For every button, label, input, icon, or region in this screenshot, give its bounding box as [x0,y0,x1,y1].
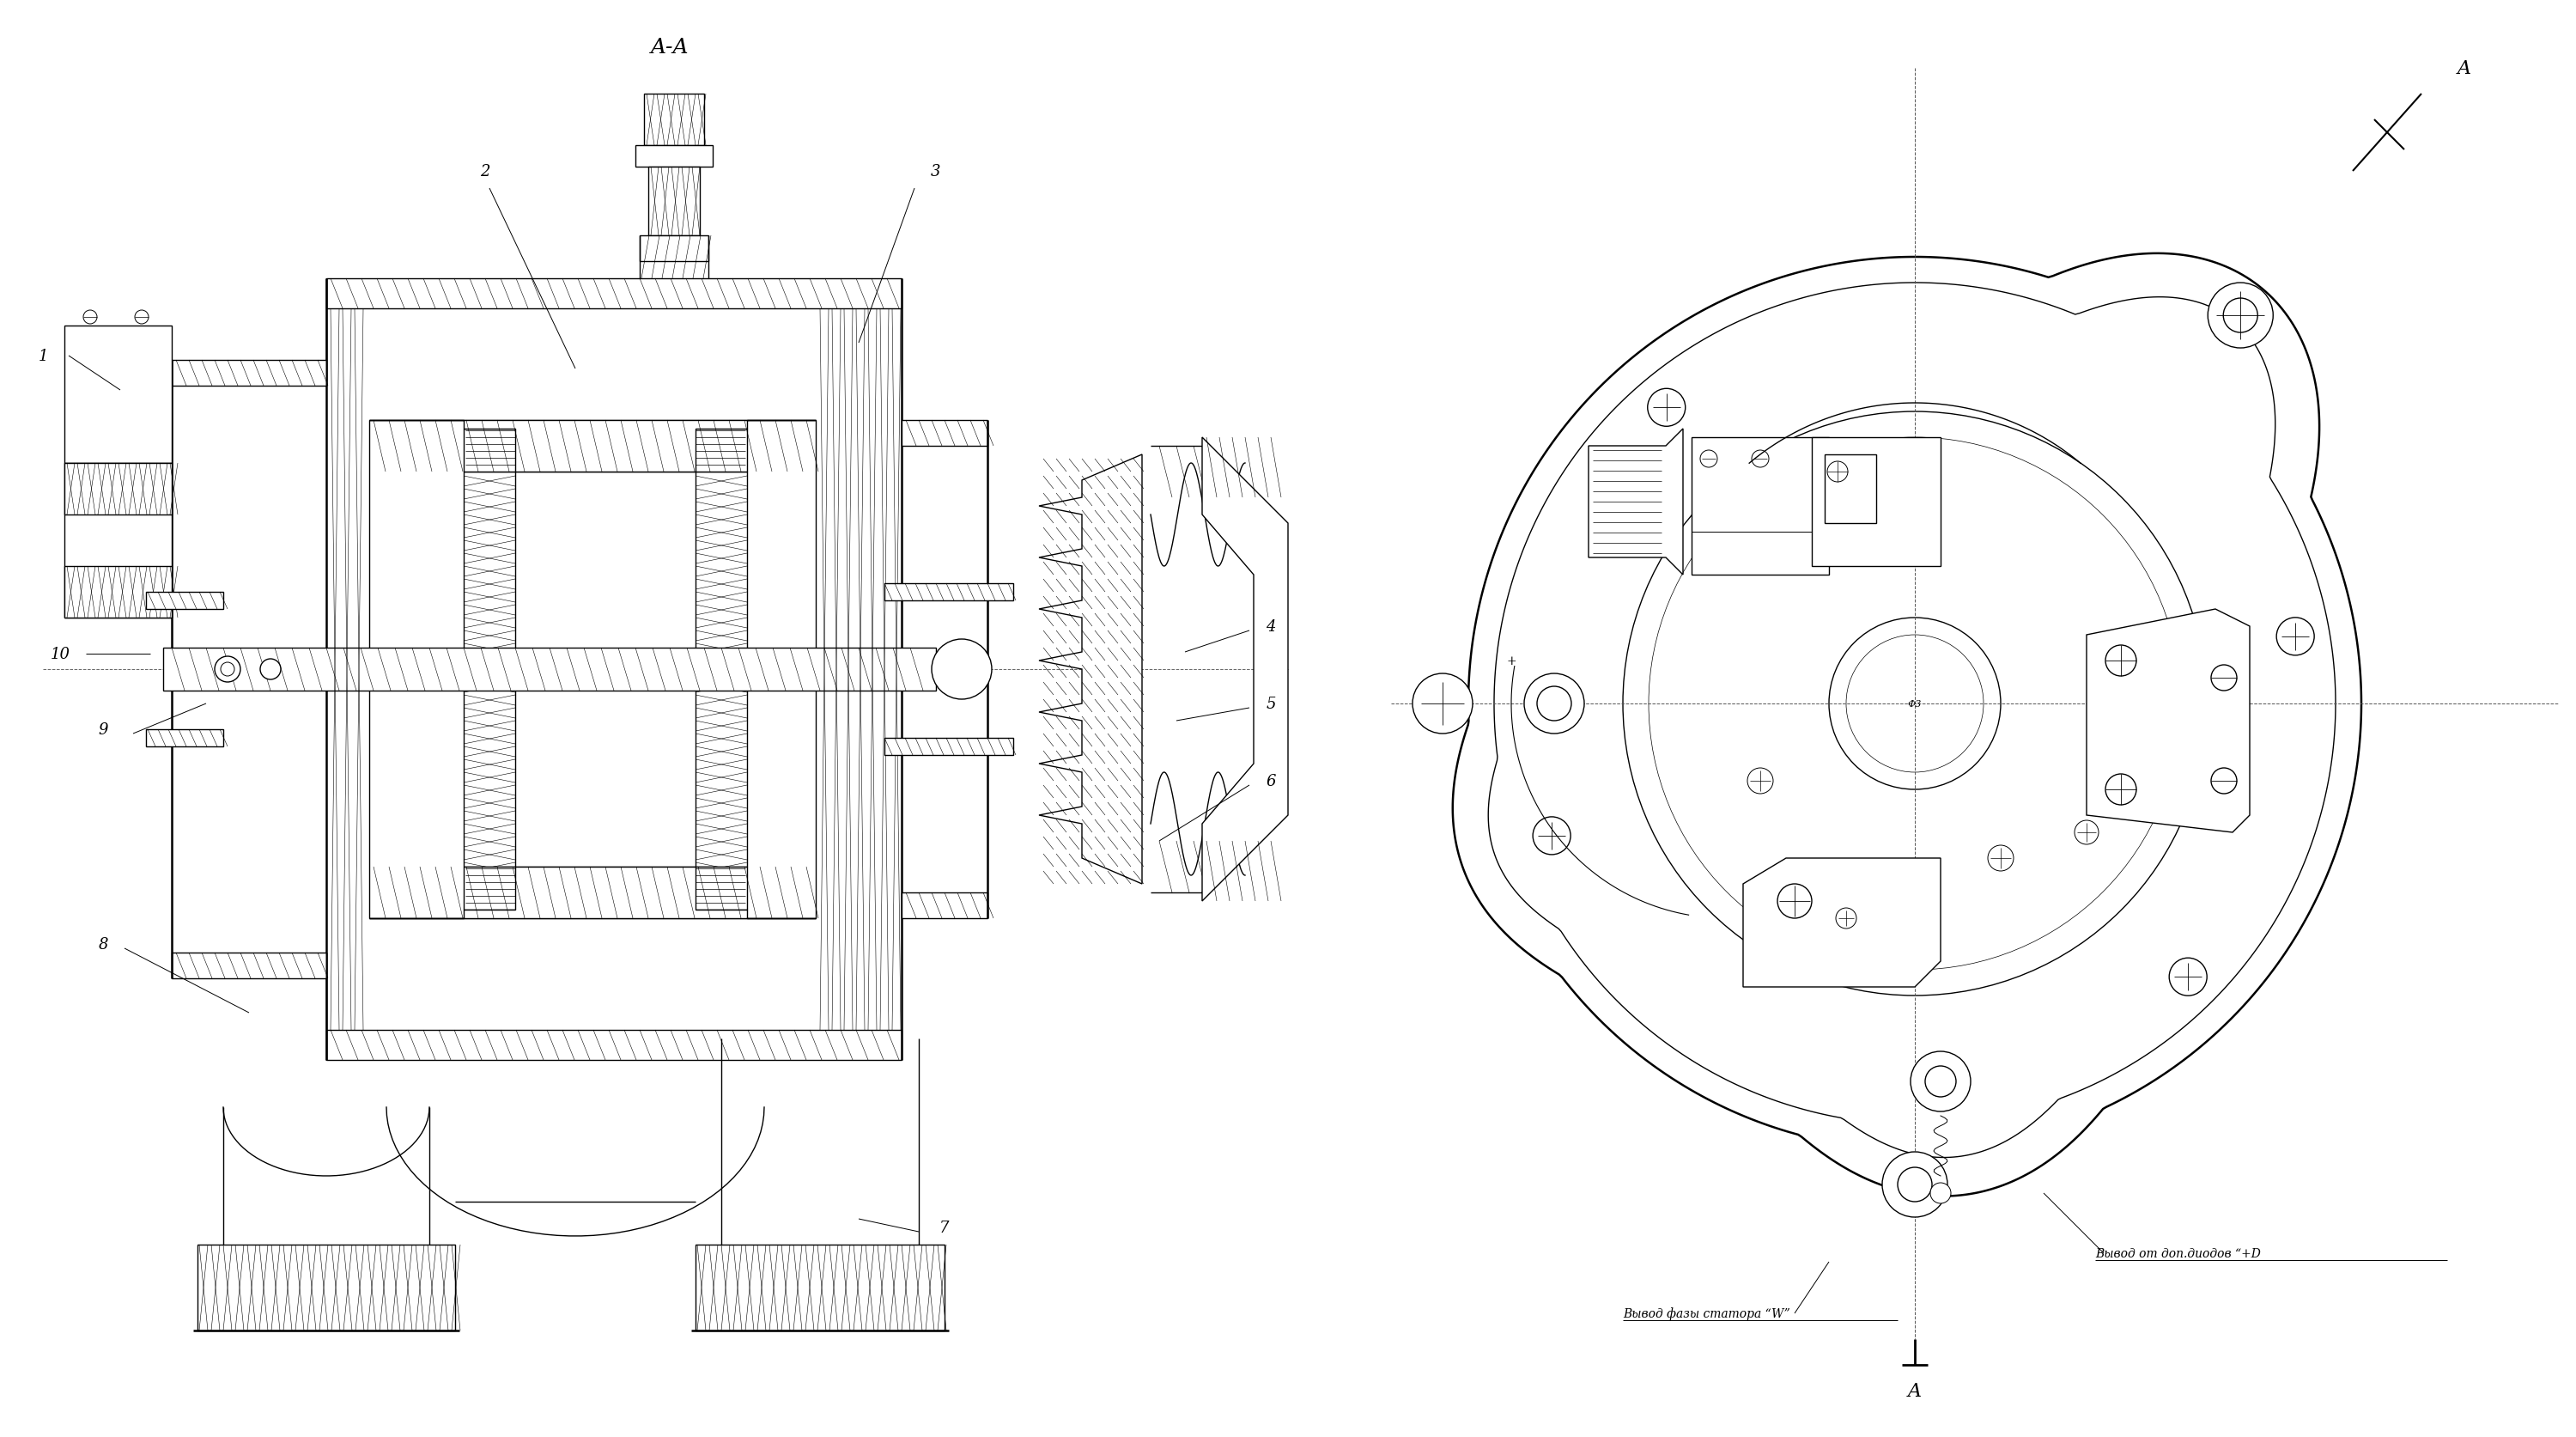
Polygon shape [902,421,987,447]
Text: A: A [1909,1381,1922,1400]
Polygon shape [64,464,173,514]
Text: 10: 10 [52,647,70,662]
Circle shape [1525,674,1584,734]
Text: +: + [1507,655,1517,667]
Circle shape [2105,645,2136,677]
Circle shape [1412,674,1473,734]
Bar [1811,438,1940,566]
Bar [368,421,817,918]
Bar [64,464,173,618]
Polygon shape [902,892,987,918]
Text: 5: 5 [1265,696,1275,711]
Text: 9: 9 [98,721,108,737]
Polygon shape [327,1030,902,1061]
Polygon shape [696,1244,945,1331]
Polygon shape [464,430,747,473]
Text: 4: 4 [1265,619,1275,634]
Text: Вывод фазы статора “W”: Вывод фазы статора “W” [1623,1308,1790,1319]
Polygon shape [2087,609,2249,832]
Circle shape [1747,769,1772,795]
Text: 2: 2 [479,164,489,180]
Text: A: A [2458,59,2470,78]
Polygon shape [173,953,327,979]
Polygon shape [173,361,327,387]
Circle shape [214,657,240,683]
Bar [1824,456,1875,523]
Polygon shape [884,739,1012,756]
Polygon shape [1589,430,1682,575]
Circle shape [82,310,98,325]
Circle shape [2169,958,2208,996]
Polygon shape [368,867,817,918]
Circle shape [2074,821,2099,845]
Circle shape [1649,389,1685,427]
Text: Ф3: Ф3 [1909,700,1922,708]
Polygon shape [327,279,902,309]
Circle shape [260,660,281,680]
Bar [636,147,714,167]
Circle shape [222,662,234,677]
Text: Вывод от доп.диодов “+D: Вывод от доп.диодов “+D [2094,1247,2262,1259]
Bar [64,326,173,464]
Bar [1692,438,1829,575]
Text: 6: 6 [1265,773,1275,789]
Circle shape [1752,451,1770,468]
Circle shape [933,639,992,700]
Circle shape [1777,884,1811,918]
Circle shape [1911,1052,1971,1112]
Text: 7: 7 [940,1220,951,1236]
Bar [639,236,708,262]
Text: A-A: A-A [652,37,688,57]
Circle shape [1837,908,1857,928]
Circle shape [1826,461,1847,483]
Polygon shape [198,1244,456,1331]
Polygon shape [1744,858,1940,987]
Polygon shape [147,730,224,747]
Circle shape [2210,769,2236,795]
Polygon shape [464,473,515,867]
Circle shape [1883,1152,1947,1217]
Bar [162,648,935,691]
Circle shape [1533,818,1571,855]
Circle shape [1829,618,2002,790]
Polygon shape [368,421,817,473]
Polygon shape [1038,456,1141,884]
Circle shape [134,310,149,325]
Polygon shape [1453,254,2362,1196]
Circle shape [1989,845,2014,871]
Text: 1: 1 [39,349,49,364]
Polygon shape [1203,438,1288,901]
Circle shape [2210,665,2236,691]
Circle shape [1700,451,1718,468]
Circle shape [1929,1183,1950,1204]
Circle shape [2277,618,2313,655]
Circle shape [2105,775,2136,805]
Polygon shape [64,566,173,618]
Polygon shape [147,592,224,609]
Polygon shape [464,867,747,910]
Bar [644,95,703,147]
Text: 3: 3 [930,164,940,180]
Circle shape [2208,283,2272,349]
Text: 8: 8 [98,937,108,951]
Polygon shape [884,583,1012,601]
Polygon shape [696,473,747,867]
Bar [649,167,701,236]
